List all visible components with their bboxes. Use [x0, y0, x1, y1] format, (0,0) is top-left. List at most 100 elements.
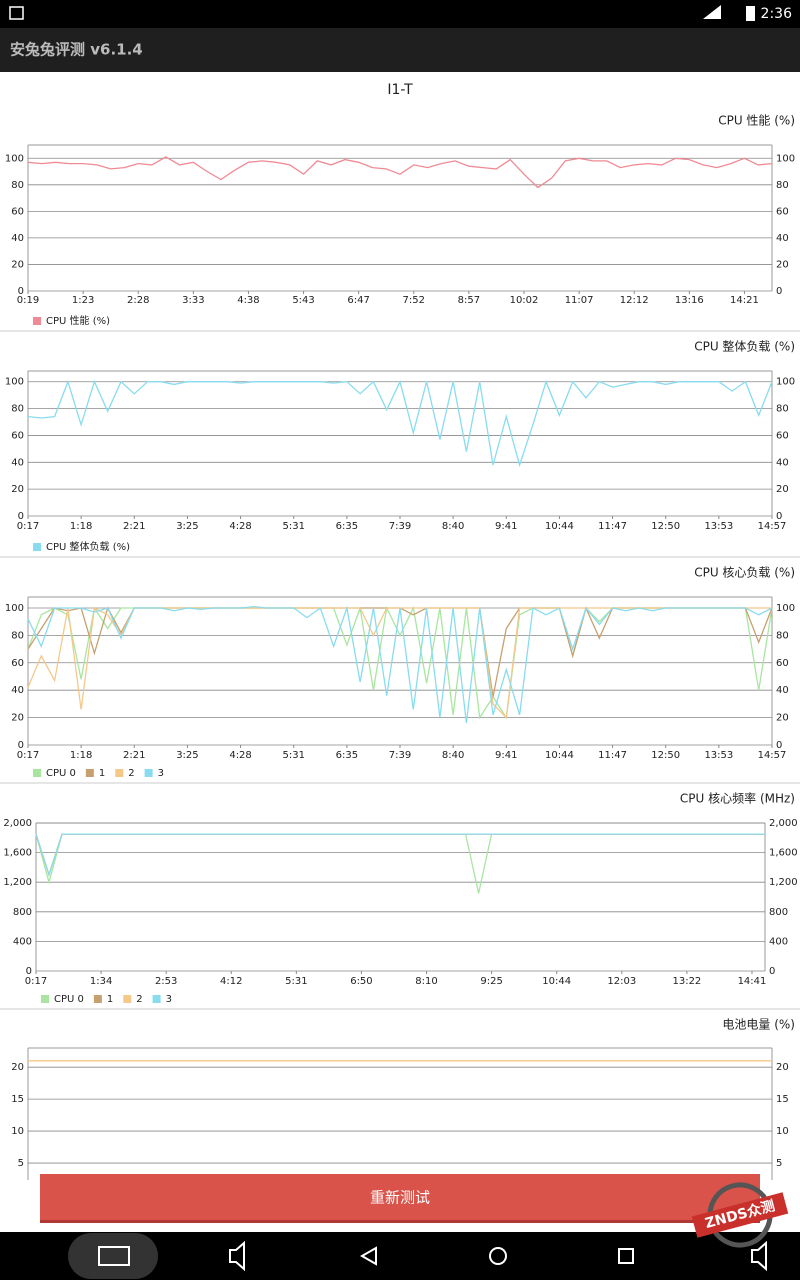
y-tick-label: 40 [11, 685, 24, 696]
y2-tick-label: 5 [776, 1158, 782, 1169]
x-tick-label: 14:21 [730, 295, 759, 306]
y-tick-label: 10 [11, 1126, 24, 1137]
y2-tick-label: 20 [776, 484, 789, 495]
y2-tick-label: 80 [776, 630, 789, 641]
legend-swatch [123, 995, 132, 1003]
y2-tick-label: 60 [776, 430, 789, 441]
y-tick-label: 20 [11, 1062, 24, 1073]
x-tick-label: 5:31 [285, 976, 307, 987]
x-tick-label: 12:50 [651, 521, 680, 532]
y2-tick-label: 0 [776, 511, 782, 522]
chart-title: 电池电量 (%) [722, 1018, 795, 1032]
y-tick-label: 20 [11, 259, 24, 270]
x-tick-label: 2:28 [127, 295, 149, 306]
legend-label: 2 [128, 768, 134, 779]
x-tick-label: 13:53 [704, 521, 733, 532]
legend-label: CPU 性能 (%) [46, 314, 110, 327]
volume-button-right[interactable] [751, 1240, 767, 1272]
series-line [35, 833, 765, 877]
y-tick-label: 100 [5, 153, 24, 164]
chart: 0 0 20 20 40 40 60 60 80 80 100 100 0:17 1:18 2:21 3:25… [5, 370, 795, 532]
x-tick-label: 8:57 [458, 295, 480, 306]
y-tick-label: 2,000 [3, 818, 32, 829]
legend-label: 1 [99, 768, 105, 779]
series-line [35, 833, 765, 877]
y-tick-label: 60 [11, 430, 24, 441]
legend-swatch [115, 769, 124, 777]
y2-tick-label: 60 [776, 658, 789, 669]
x-tick-label: 6:47 [347, 295, 369, 306]
y2-tick-label: 40 [776, 685, 789, 696]
y-tick-label: 0 [18, 740, 24, 751]
signal-icon [703, 5, 721, 19]
y2-tick-label: 1,600 [769, 848, 798, 859]
legend-swatch [144, 769, 153, 777]
y-tick-label: 80 [11, 180, 24, 191]
y2-tick-label: 80 [776, 404, 789, 415]
y-tick-label: 800 [13, 907, 32, 918]
x-tick-label: 12:12 [620, 295, 649, 306]
battery-icon [746, 6, 755, 21]
y2-tick-label: 60 [776, 206, 789, 217]
y-tick-label: 0 [26, 966, 32, 977]
chart-title: CPU 核心负载 (%) [694, 566, 795, 580]
button-shadow [40, 1220, 760, 1223]
y-tick-label: 0 [18, 1190, 24, 1201]
x-tick-label: 1:34 [90, 976, 112, 987]
legend-label: 2 [136, 994, 142, 1005]
x-tick-label: 6:35 [336, 750, 358, 761]
x-tick-label: 6:50 [350, 976, 372, 987]
series-line [27, 606, 773, 698]
app-title: 安兔兔评测 v6.1.4 [10, 41, 143, 59]
y2-tick-label: 2,000 [769, 818, 798, 829]
notification-icon [9, 6, 24, 20]
y-tick-label: 1,600 [3, 848, 32, 859]
x-tick-label: 4:12 [220, 976, 242, 987]
volume-button[interactable] [229, 1240, 245, 1272]
legend-label: CPU 0 [54, 994, 84, 1005]
chart-title: CPU 性能 (%) [718, 114, 795, 128]
recents-button[interactable] [618, 1248, 634, 1264]
x-tick-label: 3:25 [176, 521, 198, 532]
chart-title: CPU 核心频率 (MHz) [680, 791, 795, 806]
y-tick-label: 40 [11, 457, 24, 468]
home-button[interactable] [489, 1247, 507, 1265]
x-tick-label: 2:21 [123, 750, 145, 761]
legend-swatch [33, 317, 41, 325]
y2-tick-label: 20 [776, 1062, 789, 1073]
y-tick-label: 80 [11, 404, 24, 415]
x-tick-label: 5:31 [282, 750, 304, 761]
x-tick-label: 7:39 [389, 750, 411, 761]
series-line [27, 156, 773, 189]
y-tick-label: 20 [11, 484, 24, 495]
retest-label[interactable]: 重新测试 [370, 1189, 430, 1207]
legend-swatch [152, 995, 161, 1003]
y-tick-label: 100 [5, 603, 24, 614]
x-tick-label: 7:39 [389, 521, 411, 532]
camera-icon [98, 1246, 130, 1266]
x-tick-label: 6:35 [336, 521, 358, 532]
series-line [27, 605, 773, 724]
chart: 0 0 20 20 40 40 60 60 80 80 100 100 0:17 1:18 2:21 3:25… [5, 596, 795, 761]
back-button[interactable] [359, 1246, 377, 1266]
x-tick-label: 11:47 [598, 521, 627, 532]
x-tick-label: 2:21 [123, 521, 145, 532]
x-tick-label: 13:16 [675, 295, 704, 306]
x-tick-label: 1:23 [72, 295, 94, 306]
legend-label: 3 [166, 994, 172, 1005]
y2-tick-label: 15 [776, 1094, 789, 1105]
retest-button[interactable] [40, 1174, 760, 1222]
x-tick-label: 5:31 [282, 521, 304, 532]
x-tick-label: 0:17 [25, 976, 47, 987]
y2-tick-label: 400 [769, 936, 788, 947]
y-tick-label: 40 [11, 233, 24, 244]
y2-tick-label: 20 [776, 259, 789, 270]
y2-tick-label: 100 [776, 377, 795, 388]
x-tick-label: 9:25 [480, 976, 502, 987]
x-tick-label: 9:41 [495, 521, 517, 532]
legend-swatch [93, 995, 102, 1003]
y-tick-label: 15 [11, 1094, 24, 1105]
screenshot-button[interactable] [68, 1233, 158, 1279]
y-tick-label: 60 [11, 658, 24, 669]
